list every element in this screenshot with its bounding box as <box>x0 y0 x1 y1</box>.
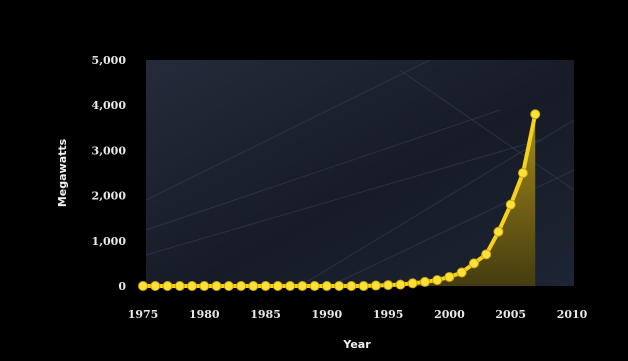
background-streak <box>145 59 431 201</box>
background-streak <box>145 139 541 256</box>
data-point <box>505 199 516 210</box>
data-point <box>138 281 148 291</box>
y-axis-title: Megawatts <box>56 138 69 207</box>
data-point <box>297 281 308 291</box>
data-point <box>370 280 381 291</box>
y-tick-label: 5,000 <box>92 54 127 67</box>
data-point <box>309 281 320 291</box>
data-point <box>236 281 247 291</box>
data-point <box>358 281 369 291</box>
area-fill <box>143 114 536 287</box>
data-point <box>419 276 430 287</box>
x-tick-label: 1980 <box>189 308 220 321</box>
y-axis: 0 1,000 2,000 3,000 4,000 5,000 <box>92 54 127 293</box>
data-point <box>432 275 443 286</box>
data-point <box>407 278 418 289</box>
y-tick-label: 3,000 <box>92 144 127 157</box>
data-point <box>248 281 259 291</box>
y-tick-label: 1,000 <box>92 235 127 248</box>
data-point <box>260 281 271 291</box>
data-point <box>199 281 210 291</box>
data-point <box>321 281 332 291</box>
y-tick-label: 0 <box>118 280 126 293</box>
data-point <box>395 279 406 290</box>
data-point <box>223 281 234 291</box>
x-tick-label: 2005 <box>495 308 526 321</box>
plot-decoration <box>145 59 575 287</box>
data-point <box>493 226 504 237</box>
data-point <box>187 281 198 291</box>
background-streak <box>399 69 575 191</box>
data-point <box>211 281 222 291</box>
x-axis: 1975 1980 1985 1990 1995 2000 2005 2010 <box>128 308 588 321</box>
data-point <box>150 281 161 291</box>
data-point <box>346 281 357 291</box>
data-point <box>456 267 467 278</box>
data-point <box>383 280 394 291</box>
data-point <box>272 281 283 291</box>
data-point <box>517 168 528 178</box>
x-tick-label: 1985 <box>250 308 281 321</box>
data-points <box>138 109 541 291</box>
x-tick-label: 1975 <box>128 308 159 321</box>
x-tick-label: 2000 <box>434 308 465 321</box>
data-point <box>174 281 185 291</box>
y-tick-label: 4,000 <box>92 99 127 112</box>
data-point <box>481 249 492 260</box>
data-point <box>444 271 455 282</box>
data-point <box>162 281 173 291</box>
data-point <box>530 109 541 120</box>
data-point <box>468 258 479 269</box>
x-axis-title: Year <box>342 338 371 351</box>
y-tick-label: 2,000 <box>92 190 127 203</box>
x-tick-label: 1995 <box>373 308 404 321</box>
x-tick-label: 2010 <box>557 308 588 321</box>
x-tick-label: 1990 <box>312 308 343 321</box>
data-point <box>285 281 296 291</box>
data-point <box>334 281 345 291</box>
background-streak <box>145 109 501 231</box>
